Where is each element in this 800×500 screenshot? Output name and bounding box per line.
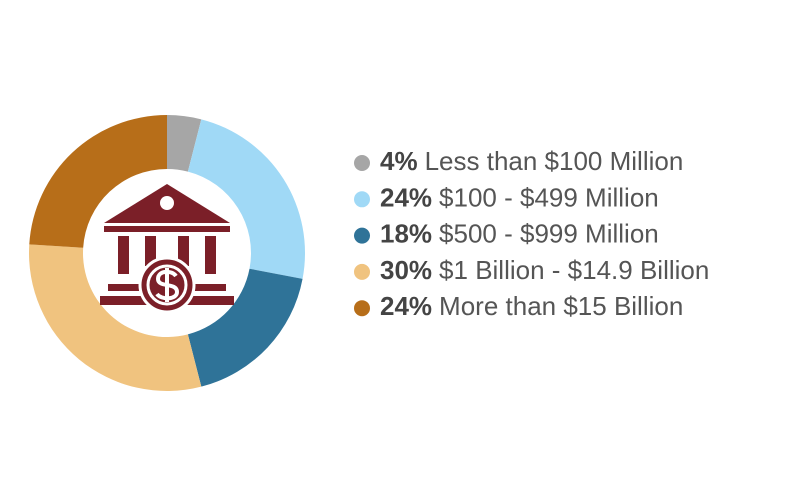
legend-entry: 24% More than $15 Billion: [380, 291, 683, 321]
donut-slice: [167, 115, 202, 172]
legend-label: Less than $100 Million: [425, 146, 684, 176]
donut-slice: [187, 268, 303, 387]
legend-percent: 24%: [380, 182, 432, 212]
legend-entry: 24% $100 - $499 Million: [380, 182, 659, 212]
legend-label: $100 - $499 Million: [439, 182, 659, 212]
legend-entry: 4% Less than $100 Million: [380, 146, 683, 176]
legend-entry: 30% $1 Billion - $14.9 Billion: [380, 255, 709, 285]
legend-swatch: [354, 300, 370, 317]
legend-label: $1 Billion - $14.9 Billion: [439, 255, 709, 285]
legend-swatch: [354, 227, 370, 244]
legend-entry: 18% $500 - $999 Million: [380, 218, 659, 248]
legend-swatch: [354, 263, 370, 280]
legend-percent: 30%: [380, 255, 432, 285]
donut-slice: [29, 244, 202, 391]
bank-icon: [100, 184, 234, 314]
legend-percent: 4%: [380, 146, 418, 176]
legend-percent: 18%: [380, 218, 432, 248]
legend-percent: 24%: [380, 291, 432, 321]
legend-swatch: [354, 191, 370, 208]
donut-slice: [187, 119, 305, 279]
legend-label: $500 - $999 Million: [439, 218, 659, 248]
donut-slice: [29, 114, 168, 248]
legend-swatch: [354, 155, 370, 171]
legend-label: More than $15 Billion: [439, 291, 683, 321]
donut: [29, 114, 305, 391]
